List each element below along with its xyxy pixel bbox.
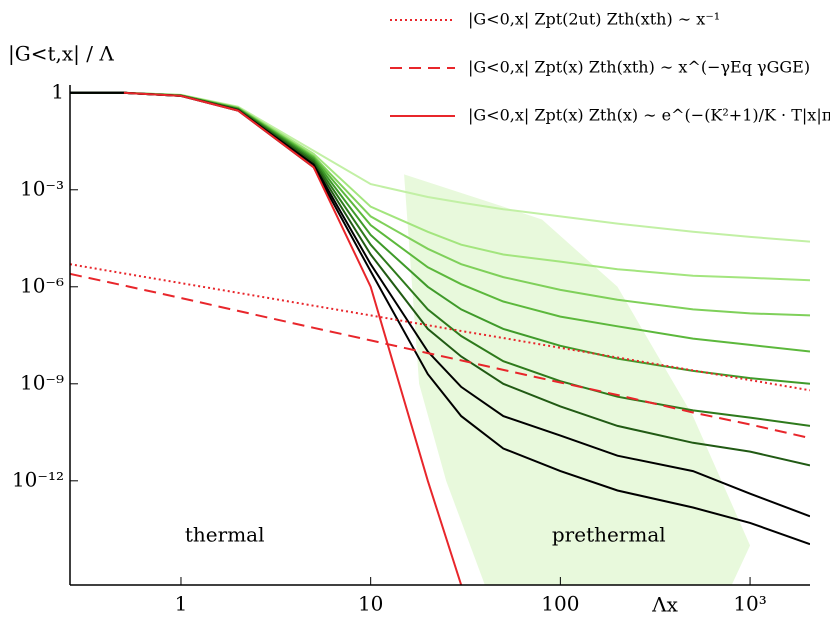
x-tick-label: 100 bbox=[541, 592, 579, 616]
y-tick-label: 10⁻⁹ bbox=[20, 370, 64, 394]
y-axis-label: |G<t,x| / Λ bbox=[8, 42, 114, 67]
legend-label: |G<0,x| Zpt(x) Zth(x) ∼ e^(−(K²+1)/K · T… bbox=[468, 106, 830, 125]
legend-label: |G<0,x| Zpt(2ut) Zth(xth) ∼ x⁻¹ bbox=[468, 10, 720, 29]
y-tick-label: 1 bbox=[51, 79, 64, 103]
series-line bbox=[70, 272, 810, 440]
legend-label: |G<0,x| Zpt(x) Zth(xth) ∼ x^(−γEq γGGE) bbox=[468, 58, 810, 77]
y-tick-label: 10⁻³ bbox=[20, 176, 64, 200]
series-line bbox=[123, 91, 463, 585]
annotation: prethermal bbox=[552, 522, 666, 546]
y-tick-label: 10⁻¹² bbox=[12, 467, 64, 491]
x-tick-label: 10³ bbox=[733, 592, 766, 616]
annotation: thermal bbox=[185, 522, 265, 546]
x-axis-label: Λx bbox=[651, 593, 678, 617]
y-tick-label: 10⁻⁶ bbox=[20, 273, 64, 297]
shaded-region bbox=[404, 174, 751, 585]
x-tick-label: 1 bbox=[175, 592, 188, 616]
x-tick-label: 10 bbox=[358, 592, 383, 616]
